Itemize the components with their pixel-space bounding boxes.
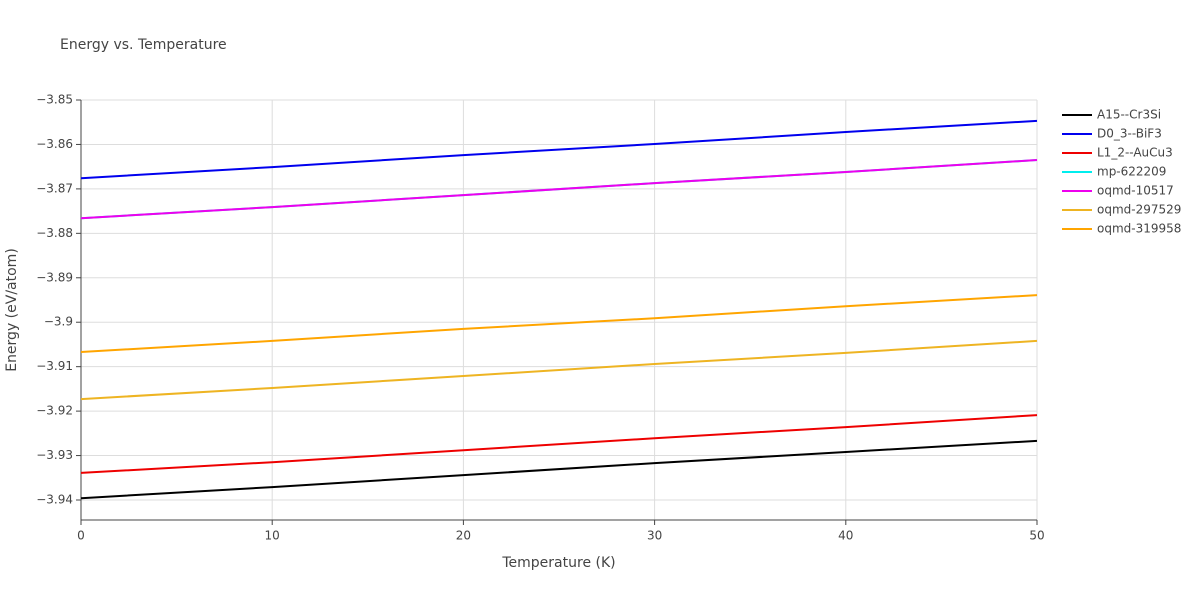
legend-label[interactable]: oqmd-10517 (1097, 184, 1174, 198)
y-tick-label: −3.88 (36, 226, 73, 240)
series-line (80, 439, 1038, 500)
y-tick-label: −3.86 (36, 137, 73, 151)
y-tick-label: −3.94 (36, 493, 73, 507)
y-tick-label: −3.89 (36, 270, 73, 284)
x-tick-label: 20 (456, 529, 471, 543)
y-axis-title: Energy (eV/atom) (4, 248, 20, 372)
legend-label[interactable]: mp-622209 (1097, 165, 1166, 179)
legend-label[interactable]: oqmd-319958 (1097, 222, 1181, 236)
series-line (80, 339, 1038, 401)
y-tick-label: −3.92 (36, 404, 73, 418)
plot-lines (80, 119, 1038, 500)
x-axis-title: Temperature (K) (501, 555, 615, 571)
series-line (80, 294, 1038, 353)
y-tick-label: −3.91 (36, 359, 73, 373)
legend-label[interactable]: A15--Cr3Si (1097, 108, 1161, 122)
y-tick-label: −3.9 (44, 315, 73, 329)
y-tick-label: −3.87 (36, 181, 73, 195)
y-tick-label: −3.85 (36, 93, 73, 107)
chart-title: Energy vs. Temperature (60, 37, 227, 53)
x-tick-label: 0 (77, 529, 85, 543)
x-tick-label: 30 (647, 529, 662, 543)
x-tick-label: 40 (838, 529, 853, 543)
series-line (80, 414, 1038, 474)
legend-label[interactable]: L1_2--AuCu3 (1097, 146, 1173, 160)
x-tick-label: 10 (265, 529, 280, 543)
y-tick-label: −3.93 (36, 448, 73, 462)
x-tick-label: 50 (1029, 529, 1044, 543)
legend-label[interactable]: oqmd-297529 (1097, 203, 1181, 217)
series-line (80, 119, 1038, 180)
grid: −3.85 −3.86 −3.87 −3.88 −3.89 −3.9 −3.91 −3.92 −… (36, 93, 1044, 543)
legend-label[interactable]: D0_3--BiF3 (1097, 127, 1162, 141)
series-line (80, 159, 1038, 220)
legend: A15--Cr3Si D0_3--BiF3 L1_2--AuCu3 mp-622209… (1062, 108, 1181, 236)
